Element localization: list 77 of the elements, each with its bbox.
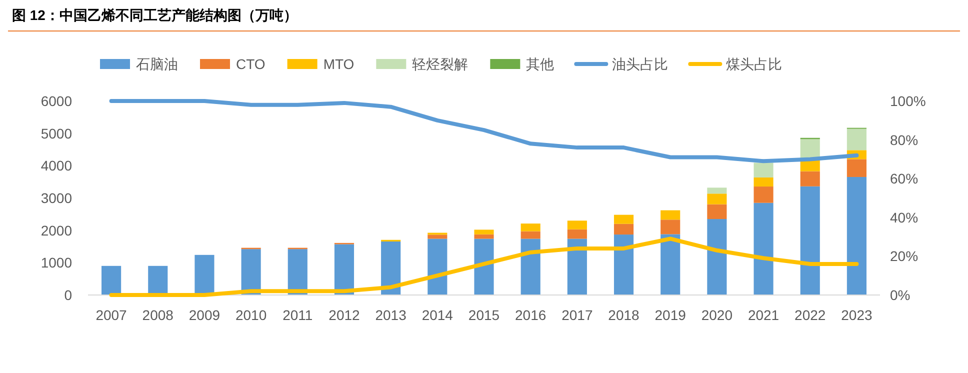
x-tick-label: 2008	[142, 307, 174, 323]
bar	[754, 186, 774, 203]
x-tick-label: 2012	[328, 307, 360, 323]
bar	[846, 159, 866, 177]
bar	[754, 162, 774, 178]
x-tick-label: 2020	[701, 307, 733, 323]
bar	[474, 230, 494, 234]
x-tick-label: 2022	[794, 307, 826, 323]
bar	[660, 210, 680, 220]
x-tick-label: 2021	[748, 307, 780, 323]
bar	[660, 234, 680, 295]
y-tick-label: 6000	[40, 93, 72, 109]
legend-label: MTO	[323, 56, 354, 72]
bar	[474, 234, 494, 239]
bar	[754, 177, 774, 187]
legend-label: 煤头占比	[726, 56, 782, 72]
bar	[846, 176, 866, 295]
bar	[381, 241, 401, 295]
bar	[567, 220, 587, 230]
bar	[800, 139, 820, 158]
bar	[800, 171, 820, 186]
x-tick-label: 2023	[841, 307, 872, 323]
x-tick-label: 2011	[282, 307, 313, 323]
x-tick-label: 2017	[562, 307, 593, 323]
x-tick-label: 2009	[188, 307, 220, 323]
legend-label: 其他	[526, 56, 554, 72]
bar	[707, 194, 727, 204]
bar	[707, 188, 727, 194]
bar	[614, 234, 634, 295]
bar	[428, 234, 448, 239]
chart-title: 图 12：中国乙烯不同工艺产能结构图（万吨）	[12, 7, 298, 23]
y-tick-label: 4000	[40, 158, 72, 174]
x-tick-label: 2016	[515, 307, 546, 323]
y2-tick-label: 20%	[890, 248, 918, 264]
y2-tick-label: 80%	[890, 132, 918, 148]
x-tick-label: 2019	[654, 307, 686, 323]
y2-tick-label: 100%	[890, 93, 926, 109]
bar	[102, 266, 122, 295]
y2-tick-label: 0%	[890, 287, 910, 303]
x-tick-label: 2018	[608, 307, 640, 323]
bar	[614, 224, 634, 235]
x-tick-label: 2014	[422, 307, 454, 323]
bar	[241, 249, 261, 295]
bar	[520, 238, 540, 295]
x-tick-label: 2015	[468, 307, 500, 323]
bar	[474, 238, 494, 295]
bar	[567, 238, 587, 295]
bar	[846, 128, 866, 150]
bar	[288, 249, 308, 295]
x-tick-label: 2007	[96, 307, 128, 323]
bar	[567, 229, 587, 239]
legend-label: 轻烃裂解	[412, 56, 468, 72]
legend-label: 油头占比	[612, 56, 668, 72]
bar	[614, 214, 634, 224]
bar	[428, 238, 448, 295]
bar	[707, 219, 727, 295]
y-tick-label: 5000	[40, 125, 72, 142]
y2-tick-label: 60%	[890, 170, 918, 187]
x-tick-label: 2010	[235, 307, 267, 323]
y-tick-label: 2000	[40, 222, 72, 238]
bar	[800, 186, 820, 295]
y2-tick-label: 40%	[890, 209, 918, 226]
y-tick-label: 1000	[40, 254, 72, 271]
bar	[194, 254, 214, 295]
bar	[707, 204, 727, 220]
y-tick-label: 3000	[40, 190, 72, 206]
legend-label: CTO	[236, 56, 266, 72]
bar	[754, 202, 774, 295]
bar	[660, 220, 680, 234]
bar	[520, 231, 540, 239]
bar	[520, 224, 540, 232]
x-tick-label: 2013	[375, 307, 407, 323]
y-tick-label: 0	[64, 287, 72, 303]
line-series	[109, 236, 859, 297]
legend-label: 石脑油	[136, 56, 178, 72]
bar	[148, 266, 168, 295]
bar	[334, 244, 354, 295]
